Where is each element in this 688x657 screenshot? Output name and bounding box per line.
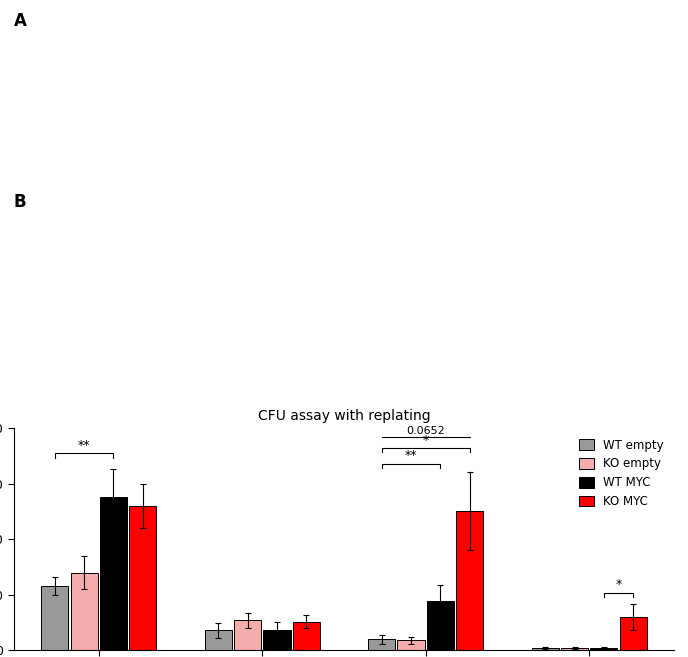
Bar — [456, 511, 484, 650]
Bar — [204, 631, 232, 650]
Bar — [561, 648, 588, 650]
Bar — [71, 572, 98, 650]
Legend: WT empty, KO empty, WT MYC, KO MYC: WT empty, KO empty, WT MYC, KO MYC — [574, 434, 668, 513]
Bar — [427, 601, 454, 650]
Bar — [398, 641, 424, 650]
Bar — [368, 639, 395, 650]
Text: **: ** — [78, 440, 90, 453]
Bar — [41, 586, 68, 650]
Bar — [234, 620, 261, 650]
Bar — [590, 648, 617, 650]
Text: A: A — [14, 12, 27, 30]
Text: *: * — [616, 578, 622, 591]
Bar — [532, 648, 559, 650]
Bar — [620, 617, 647, 650]
Bar — [129, 506, 156, 650]
Text: *: * — [422, 434, 429, 447]
Text: **: ** — [405, 449, 418, 463]
Text: B: B — [14, 193, 26, 211]
Title: CFU assay with replating: CFU assay with replating — [258, 409, 430, 422]
Bar — [293, 622, 320, 650]
Text: 0.0652: 0.0652 — [407, 426, 445, 436]
Bar — [100, 497, 127, 650]
Bar — [264, 631, 290, 650]
